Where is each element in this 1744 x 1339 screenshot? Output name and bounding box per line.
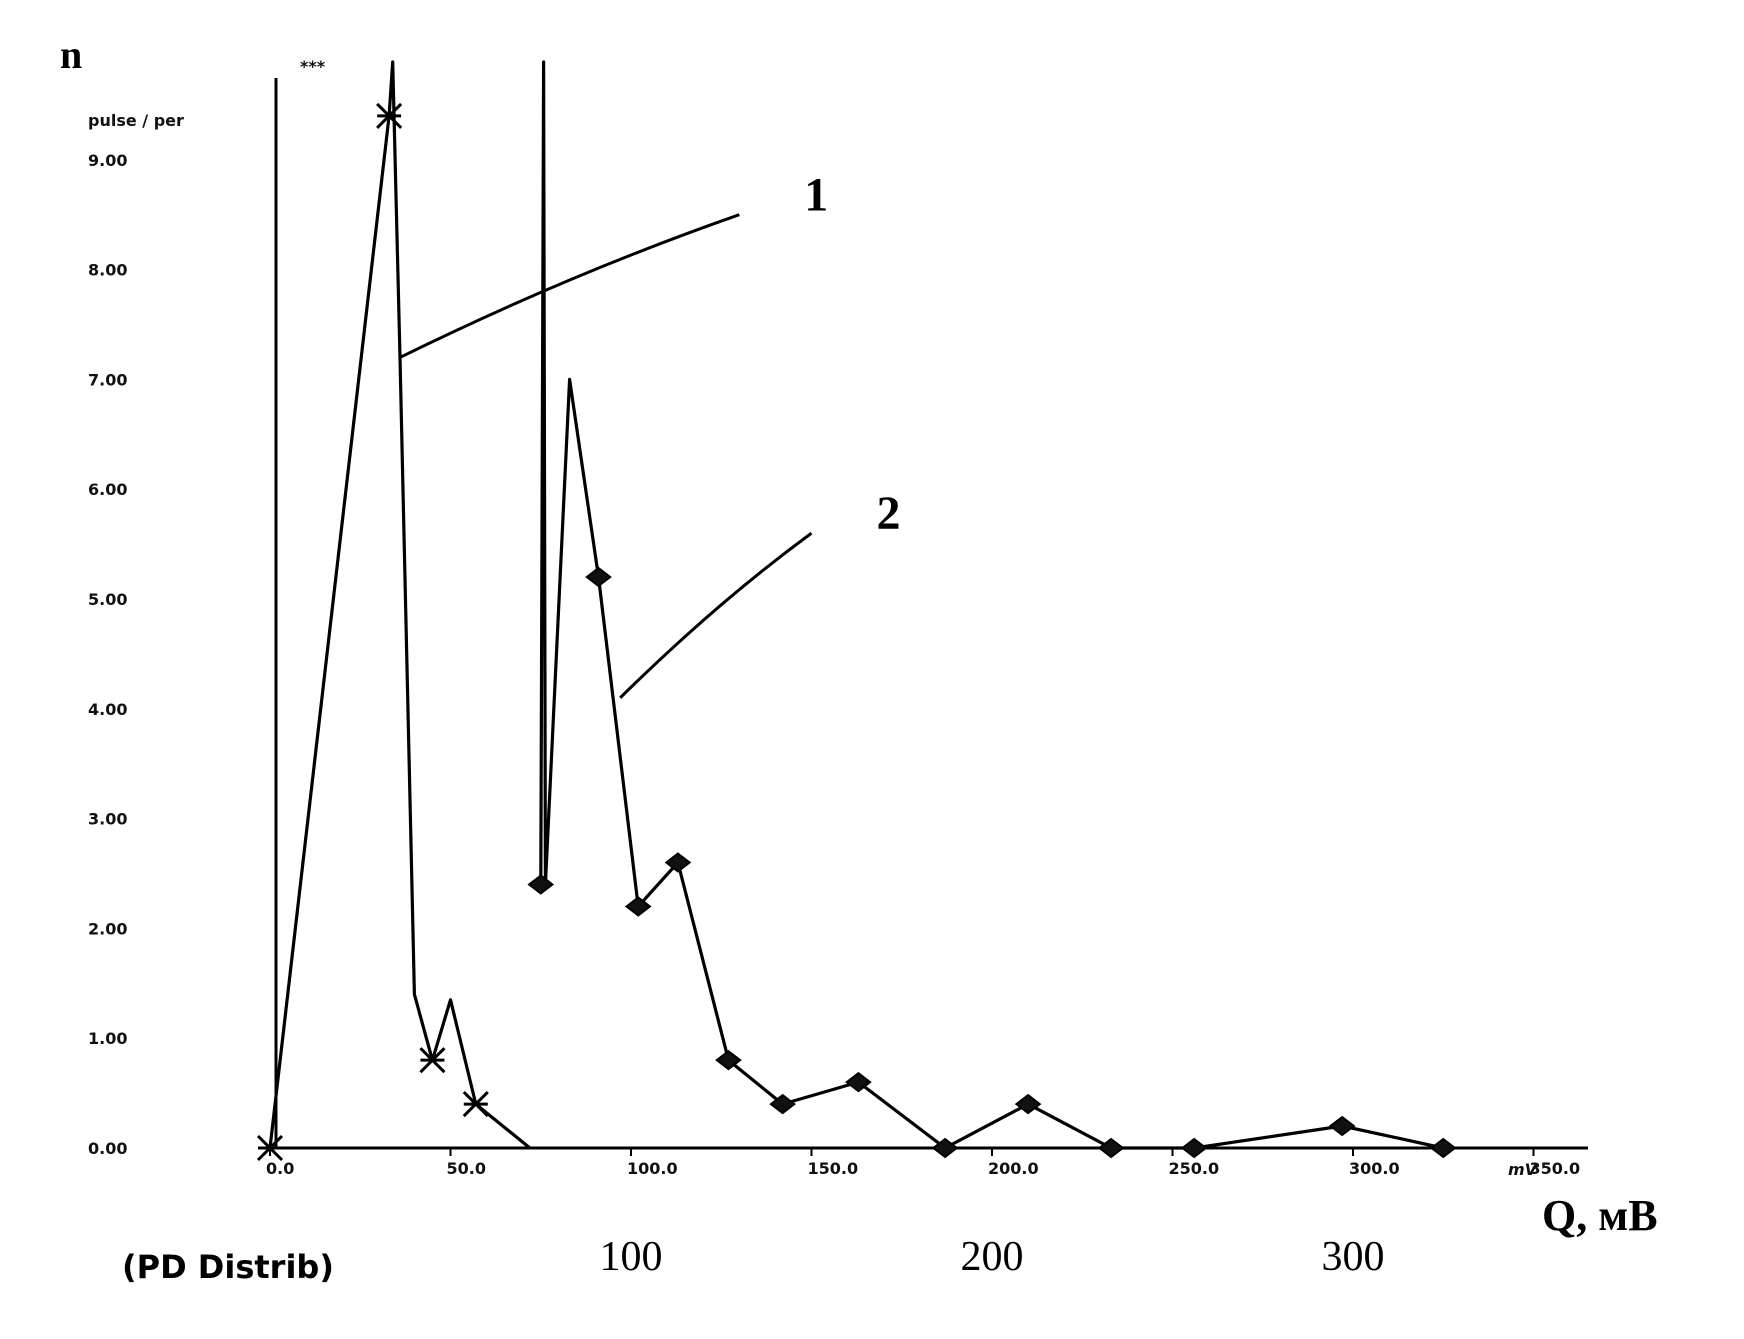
series-2-point [931, 1137, 959, 1159]
axes [267, 78, 1588, 1150]
series-1-point [376, 102, 403, 129]
y-axis-symbol: n [60, 32, 82, 77]
x-tick-label: 0.0 [266, 1159, 294, 1178]
x-tick-label: 200.0 [988, 1159, 1039, 1178]
series-layer [256, 60, 1457, 1162]
x-tick-label: 350.0 [1530, 1159, 1581, 1178]
annotations: 12 [399, 169, 901, 699]
x-tick-label: 50.0 [447, 1159, 486, 1178]
series-2-point [715, 1049, 742, 1071]
series-2-point [845, 1071, 872, 1093]
leader-line-1 [399, 213, 740, 359]
series-1-line [268, 60, 531, 1150]
y-ticks: 0.00 1.00 2.00 3.00 4.00 5.00 6.00 7.00 8.00 9.00 [88, 151, 127, 1158]
y-axis-unit: pulse / per [88, 111, 184, 130]
y-tick-label: 9.00 [88, 151, 127, 170]
x-tick-label: 250.0 [1169, 1159, 1220, 1178]
series-2-point [1014, 1093, 1042, 1115]
series-2-line [539, 60, 1444, 1150]
series-2-point [769, 1093, 796, 1115]
y-top-marker: *** [300, 57, 326, 76]
x-tick-label: 150.0 [808, 1159, 859, 1178]
series-1-point [419, 1047, 446, 1074]
y-tick-label: 0.00 [88, 1139, 127, 1158]
footer-label: (PD Distrib) [122, 1248, 334, 1286]
series-2-point [527, 874, 555, 895]
y-tick-label: 7.00 [88, 370, 127, 389]
y-tick-label: 4.00 [88, 700, 127, 719]
series-2-point [1180, 1137, 1208, 1159]
y-tick-label: 8.00 [88, 261, 127, 280]
x-axis-unit: mV [1508, 1160, 1539, 1179]
secondary-x-tick-label: 100 [600, 1234, 663, 1280]
series-2-point [585, 566, 612, 588]
series-2-point [1097, 1137, 1125, 1159]
x-axis-label: Q, мВ [1542, 1191, 1658, 1240]
series-2-point [624, 896, 652, 917]
secondary-x-ticks: 100 200 300 [600, 1234, 1385, 1280]
y-tick-label: 1.00 [88, 1029, 127, 1048]
series-2-point [1328, 1115, 1356, 1137]
x-ticks: 0.0 50.0 100.0 150.0 200.0 250.0 300.0 350.0 [266, 1148, 1580, 1178]
series-1-point [256, 1134, 284, 1162]
series-2-point [1429, 1137, 1457, 1159]
x-tick-label: 300.0 [1349, 1159, 1400, 1178]
series-label-1: 1 [804, 169, 828, 222]
secondary-x-tick-label: 200 [961, 1234, 1024, 1280]
secondary-x-tick-label: 300 [1322, 1234, 1385, 1280]
y-tick-label: 3.00 [88, 810, 127, 829]
series-2-point [664, 852, 692, 873]
y-tick-label: 5.00 [88, 590, 127, 609]
y-tick-label: 2.00 [88, 919, 127, 938]
y-tick-label: 6.00 [88, 480, 127, 499]
leader-line-2 [619, 531, 813, 699]
series-1-point [462, 1091, 489, 1118]
series-label-2: 2 [877, 487, 901, 540]
x-tick-label: 100.0 [627, 1159, 678, 1178]
